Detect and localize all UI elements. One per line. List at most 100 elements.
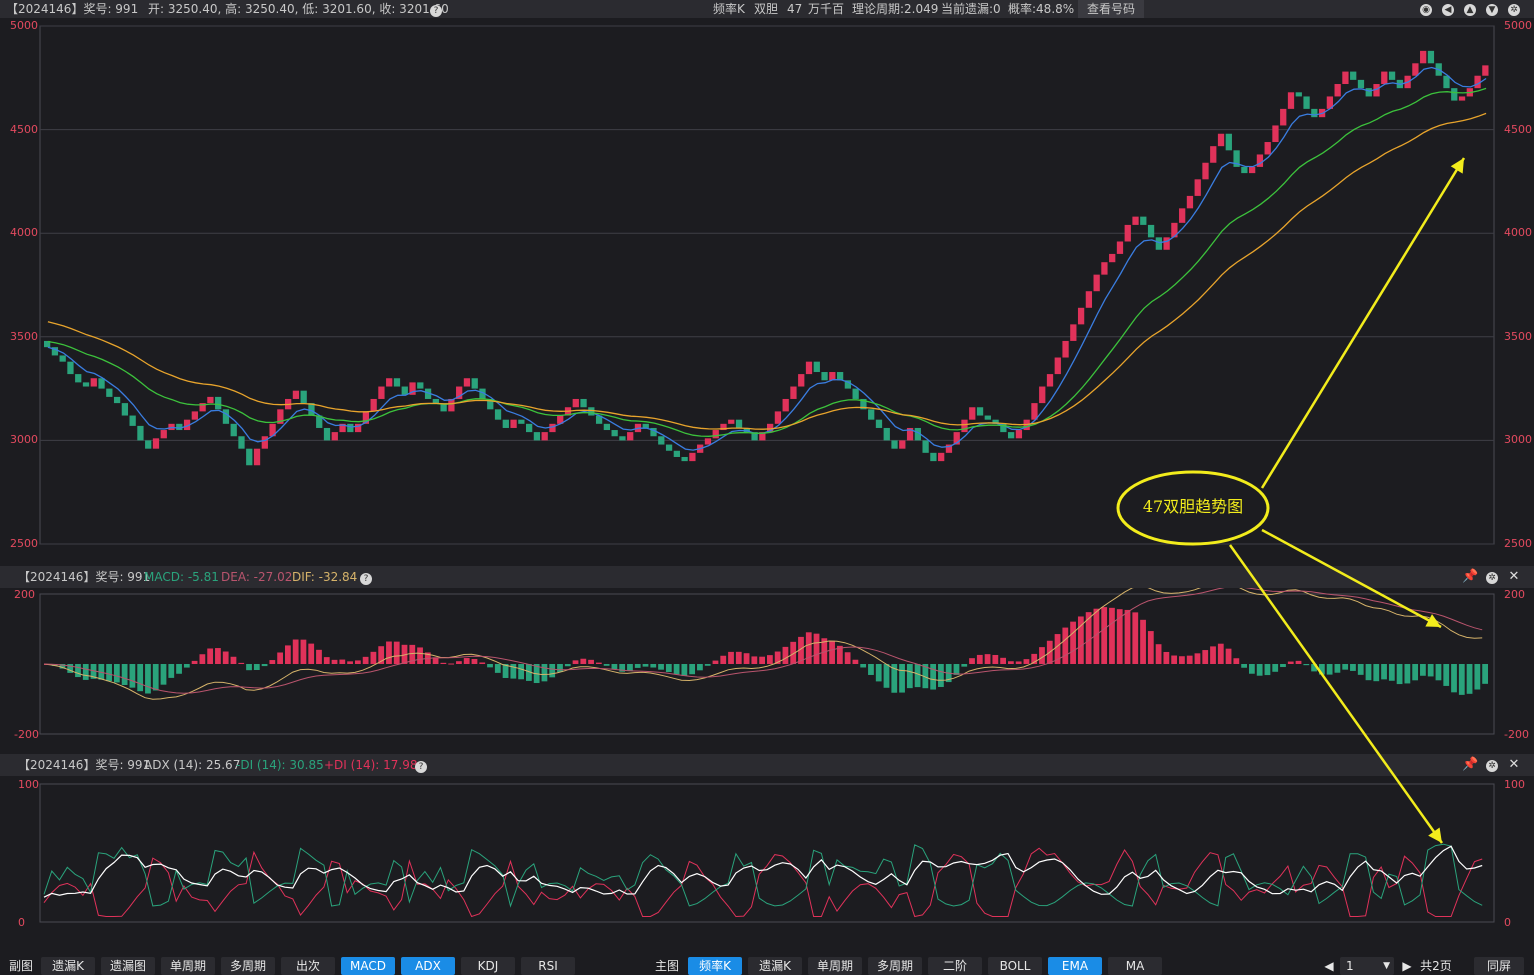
candle [1303,96,1310,109]
main-chart-tab[interactable]: 频率K [688,957,742,975]
candle [860,398,867,410]
pin-icon[interactable]: 📌 [1462,757,1479,772]
candle [1295,92,1302,97]
macd-bar [456,661,462,664]
candle [44,340,51,348]
macd-bar [759,656,765,664]
macd-bar [790,641,797,664]
main-chart-pane[interactable]: 47双胆趋势图 [0,18,1534,566]
candle [1474,75,1481,89]
settings-icon[interactable]: ✲ [1484,569,1500,585]
main-chart-tab[interactable]: 遗漏K [748,957,802,975]
macd-bar [253,664,260,671]
macd-bar [689,664,696,675]
candle [642,423,649,428]
candle [176,423,183,431]
macd-bar [215,648,221,664]
candle [1427,50,1435,64]
sub-chart-tab[interactable]: ADX [401,957,455,975]
macd-bar [246,664,252,671]
settings-icon[interactable]: ✲ [1484,757,1500,773]
prev-page-icon[interactable]: ◀ [1324,959,1334,973]
page-select[interactable]: 1 ▼ [1340,957,1394,975]
macd-bar [1482,664,1488,684]
sync-button[interactable]: 同屏 [1474,957,1524,975]
settings-icon[interactable]: ✲ [1506,1,1522,17]
macd-bar [113,664,120,683]
sub-chart-tab[interactable]: KDJ [461,957,515,975]
candle [1062,340,1069,358]
down-icon[interactable]: ▼ [1484,1,1500,17]
candle [145,440,152,449]
adx-line [43,845,1483,898]
y-tick-label: 5000 [10,19,38,32]
macd-bar [479,662,486,664]
candle [844,380,852,389]
candle [751,432,758,441]
main-chart-tab[interactable]: BOLL [988,957,1042,975]
main-chart-tab[interactable]: MA [1108,957,1162,975]
macd-bar [969,658,975,664]
macd-bar [121,664,128,686]
sub-chart-tab[interactable]: MACD [341,957,395,975]
candle [767,423,774,433]
sub-chart-tab[interactable]: 单周期 [161,957,215,975]
sub-chart-tab[interactable]: 遗漏图 [101,957,155,975]
main-chart-tab[interactable]: 二阶 [928,957,982,975]
help-icon[interactable]: ? [360,566,372,588]
next-page-icon[interactable]: ▶ [1402,959,1412,973]
up-icon[interactable]: ▲ [1462,1,1478,17]
main-chart-tab[interactable]: EMA [1048,957,1102,975]
candle [1124,224,1131,242]
candle [1147,224,1155,238]
candle [580,398,587,408]
macd-bar [829,640,835,664]
close-icon[interactable]: ✕ [1508,757,1520,772]
candle [1101,262,1108,275]
candle [1443,75,1450,89]
adx-pane[interactable]: 100 100 0 0 [0,776,1534,954]
candle [526,423,533,433]
main-chart-tab[interactable]: 多周期 [868,957,922,975]
macd-bar [370,651,377,664]
candle [1194,179,1201,196]
candle [300,390,307,404]
main-chart-tab[interactable]: 单周期 [808,957,862,975]
lookup-button[interactable]: 查看号码 [1078,0,1144,18]
macd-bar [774,651,781,664]
macd-bar [1365,664,1372,681]
macd-bar [634,664,641,668]
back-icon[interactable]: ◀ [1440,1,1456,17]
candle [1155,237,1162,250]
macd-bar [697,664,703,671]
compass-icon[interactable]: ◉ [1418,1,1434,17]
macd-bar [1109,607,1115,664]
candle [1350,71,1357,80]
candle [222,409,230,424]
macd-bar [883,664,890,688]
pin-icon[interactable]: 📌 [1462,569,1479,584]
help-icon[interactable]: ? [430,0,442,18]
candle [595,415,603,424]
macd-bar [1326,664,1333,675]
macd-bar [168,664,175,678]
sub-chart-tab[interactable]: 出次 [281,957,335,975]
candle [875,419,883,428]
candle [354,423,362,433]
help-icon[interactable]: ? [415,754,427,776]
close-icon[interactable]: ✕ [1508,569,1520,584]
macd-bar [906,664,913,689]
macd-bar [767,655,773,664]
macd-bar [1350,664,1356,671]
macd-pane[interactable]: 200 200 -200 -200 [0,588,1534,754]
sub-chart-tab[interactable]: RSI [521,957,575,975]
sub-chart-tab[interactable]: 多周期 [221,957,275,975]
candle [868,409,875,420]
candle [899,440,906,449]
number-label: 47 [787,2,803,16]
sub-chart-tab[interactable]: 遗漏K [41,957,95,975]
macd-bar [261,664,268,667]
macd-bar [1054,634,1061,664]
macd-bar [409,644,416,664]
y-tick-label: 2500 [1504,537,1532,550]
